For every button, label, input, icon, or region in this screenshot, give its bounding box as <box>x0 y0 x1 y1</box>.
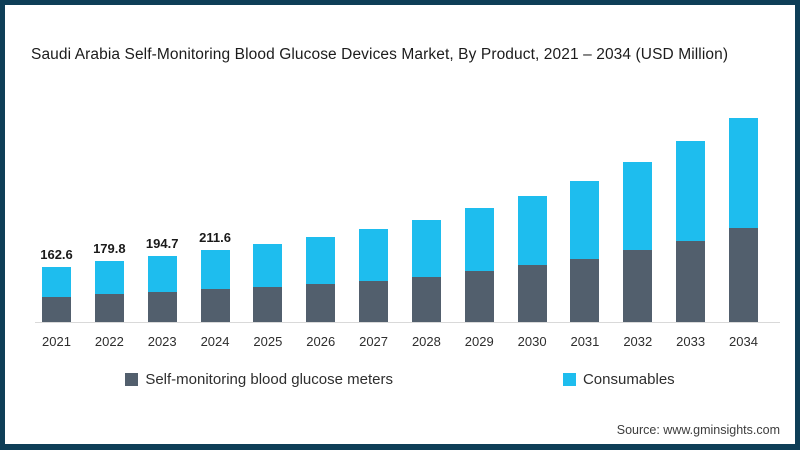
consumables-segment-2034 <box>728 117 758 229</box>
bar-group-2026 <box>306 237 336 322</box>
meters-segment-2029 <box>464 271 494 322</box>
consumables-segment-2025 <box>253 244 283 288</box>
meters-segment-2022 <box>94 294 124 322</box>
x-axis-label-2022: 2022 <box>94 334 124 349</box>
bar-group-2025 <box>253 244 283 322</box>
bar-value-label-2022: 179.8 <box>93 240 126 256</box>
bar-group-2031 <box>570 180 600 322</box>
x-axis-label-2032: 2032 <box>623 334 653 349</box>
bar-value-label-2023: 194.7 <box>145 235 179 251</box>
consumables-segment-2031 <box>570 180 600 259</box>
bar-group-2022: 179.8 <box>93 240 126 322</box>
consumables-segment-2022 <box>94 260 124 295</box>
legend-label-consumables: Consumables <box>582 371 675 388</box>
x-axis-label-2031: 2031 <box>570 334 600 349</box>
legend-item-meters: Self-monitoring blood glucose meters <box>125 371 393 388</box>
bar-group-2027 <box>359 229 389 322</box>
consumables-segment-2021 <box>42 266 71 297</box>
meters-segment-2034 <box>728 228 758 322</box>
meters-segment-2025 <box>253 287 283 322</box>
x-axis-label-2026: 2026 <box>306 334 336 349</box>
consumables-segment-2030 <box>517 195 547 265</box>
consumables-segment-2033 <box>676 141 706 241</box>
x-axis-label-2033: 2033 <box>676 334 706 349</box>
meters-swatch-icon <box>125 373 139 386</box>
x-axis-label-2030: 2030 <box>517 334 547 349</box>
plot-area: 162.6 179.8 194.7 211.6 <box>40 87 758 322</box>
bar-group-2030 <box>517 195 547 322</box>
consumables-swatch-icon <box>562 373 576 386</box>
x-axis-label-2029: 2029 <box>464 334 494 349</box>
meters-segment-2031 <box>570 259 600 322</box>
bar-group-2021: 162.6 <box>40 246 73 322</box>
x-axis-label-2023: 2023 <box>147 334 177 349</box>
legend-item-consumables: Consumables <box>562 371 675 388</box>
x-axis-label-2025: 2025 <box>253 334 283 349</box>
bar-value-label-2024: 211.6 <box>199 230 231 246</box>
bar-group-2028 <box>411 220 441 322</box>
x-axis-label-2024: 2024 <box>200 334 230 349</box>
x-axis-line <box>35 322 780 323</box>
chart-title: Saudi Arabia Self-Monitoring Blood Gluco… <box>31 46 729 63</box>
bar-group-2033 <box>676 141 706 322</box>
consumables-segment-2026 <box>306 237 336 284</box>
meters-segment-2027 <box>359 280 389 322</box>
x-axis-label-2021: 2021 <box>42 334 71 349</box>
x-axis-labels: 2021 2022 2023 2024 2025 2026 2027 2028 2029 2030… <box>42 334 758 349</box>
consumables-segment-2029 <box>464 208 494 272</box>
consumables-segment-2028 <box>411 220 441 277</box>
bar-value-label-2021: 162.6 <box>40 246 73 262</box>
x-axis-label-2027: 2027 <box>359 334 389 349</box>
consumables-segment-2023 <box>147 255 177 292</box>
bar-group-2032 <box>623 161 653 322</box>
x-axis-label-2034: 2034 <box>729 334 758 349</box>
legend-label-meters: Self-monitoring blood glucose meters <box>145 371 393 388</box>
bar-group-2024: 211.6 <box>199 230 231 322</box>
meters-segment-2024 <box>200 289 230 322</box>
bar-group-2029 <box>464 208 494 322</box>
meters-segment-2021 <box>42 296 71 322</box>
x-axis-label-2028: 2028 <box>411 334 441 349</box>
bar-group-2023: 194.7 <box>145 235 179 322</box>
meters-segment-2032 <box>623 250 653 322</box>
meters-segment-2030 <box>517 264 547 322</box>
meters-segment-2033 <box>676 240 706 322</box>
consumables-segment-2032 <box>623 161 653 250</box>
consumables-segment-2027 <box>359 229 389 281</box>
meters-segment-2026 <box>306 283 336 322</box>
bar-group-2034 <box>728 117 758 322</box>
source-text: Source: www.gminsights.com <box>616 423 780 437</box>
meters-segment-2028 <box>411 276 441 322</box>
legend: Self-monitoring blood glucose meters Con… <box>5 371 795 388</box>
consumables-segment-2024 <box>200 250 230 290</box>
meters-segment-2023 <box>147 291 177 322</box>
